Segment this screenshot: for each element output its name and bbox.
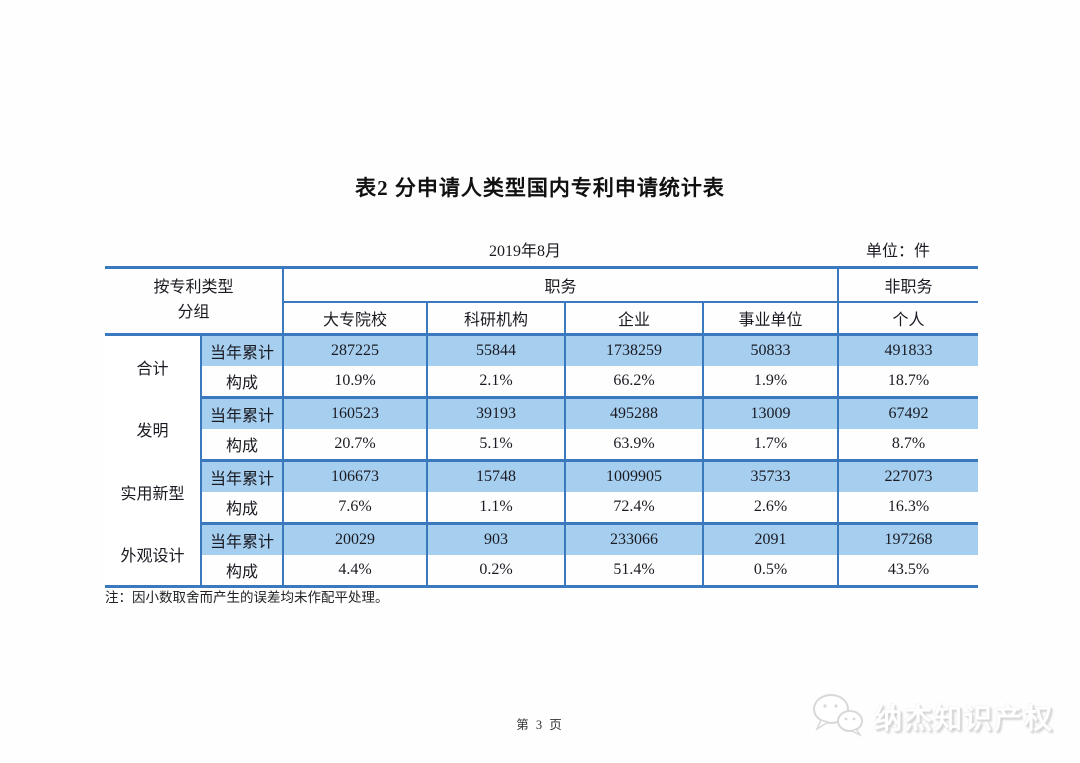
table-row: 构成 7.6% 1.1% 72.4% 2.6% 16.3% xyxy=(105,492,979,525)
cell-value: 227073 xyxy=(838,460,979,492)
table-meta-row: 2019年8月 单位：件 xyxy=(105,237,978,261)
cell-value: 39193 xyxy=(427,397,567,429)
cell-value: 20029 xyxy=(283,523,429,555)
table-row: 构成 4.4% 0.2% 51.4% 0.5% 43.5% xyxy=(105,555,979,588)
cell-value: 2.6% xyxy=(703,492,840,525)
cell-value: 18.7% xyxy=(838,366,979,399)
cell-value: 10.9% xyxy=(283,366,429,399)
row-group-label-invention: 发明 xyxy=(105,397,202,461)
cell-value: 495288 xyxy=(565,397,705,429)
row-metric-label: 构成 xyxy=(201,366,285,399)
cell-value: 903 xyxy=(427,523,567,555)
header-row-group-title: 按专利类型 分组 xyxy=(105,267,285,336)
row-metric-label: 当年累计 xyxy=(201,460,285,492)
cell-value: 51.4% xyxy=(565,555,705,588)
page-title: 表2 分申请人类型国内专利申请统计表 xyxy=(355,176,725,200)
header-non-service-group: 非职务 xyxy=(838,267,979,303)
cell-value: 0.5% xyxy=(703,555,840,588)
table-row: 外观设计 当年累计 20029 903 233066 2091 197268 xyxy=(105,523,979,587)
cell-value: 1.9% xyxy=(703,366,840,399)
cell-value: 1.7% xyxy=(703,429,840,462)
table-row: 构成 20.7% 5.1% 63.9% 1.7% 8.7% xyxy=(105,429,979,462)
row-metric-label: 构成 xyxy=(201,429,285,462)
cell-value: 197268 xyxy=(838,523,979,555)
cell-value: 1.1% xyxy=(427,492,567,525)
cell-value: 66.2% xyxy=(565,366,705,399)
header-row-group-title-line2: 分组 xyxy=(177,304,210,321)
cell-value: 55844 xyxy=(427,334,567,366)
row-metric-label: 构成 xyxy=(201,492,285,525)
cell-value: 287225 xyxy=(283,334,429,366)
row-metric-label: 当年累计 xyxy=(201,397,285,429)
cell-value: 43.5% xyxy=(838,555,979,588)
table-row: 实用新型 当年累计 106673 15748 1009905 35733 227… xyxy=(105,460,979,524)
table-row: 构成 10.9% 2.1% 66.2% 1.9% 18.7% xyxy=(105,366,979,399)
cell-value: 106673 xyxy=(283,460,429,492)
cell-value: 1738259 xyxy=(565,334,705,366)
column-header-colleges: 大专院校 xyxy=(283,302,429,336)
header-row-columns: 大专院校 科研机构 企业 事业单位 个人 xyxy=(105,302,979,336)
footnote: 注：因小数取舍而产生的误差均未作配平处理。 xyxy=(105,590,389,605)
statistics-table-wrapper: 按专利类型 分组 职务 非职务 大专院校 科研机构 企业 事业单位 个人 合 xyxy=(105,266,979,588)
column-header-enterprises: 企业 xyxy=(565,302,705,336)
cell-value: 5.1% xyxy=(427,429,567,462)
cell-value: 233066 xyxy=(565,523,705,555)
cell-value: 4.4% xyxy=(283,555,429,588)
chat-bubbles-icon xyxy=(810,690,866,743)
cell-value: 7.6% xyxy=(283,492,429,525)
column-header-individuals: 个人 xyxy=(838,302,979,336)
cell-value: 50833 xyxy=(703,334,840,366)
cell-value: 63.9% xyxy=(565,429,705,462)
cell-value: 15748 xyxy=(427,460,567,492)
cell-value: 2.1% xyxy=(427,366,567,399)
cell-value: 491833 xyxy=(838,334,979,366)
row-metric-label: 当年累计 xyxy=(201,334,285,366)
cell-value: 20.7% xyxy=(283,429,429,462)
cell-value: 8.7% xyxy=(838,429,979,462)
row-metric-label: 当年累计 xyxy=(201,523,285,555)
period-label: 2019年8月 xyxy=(488,243,561,260)
cell-value: 67492 xyxy=(838,397,979,429)
row-group-label-design: 外观设计 xyxy=(105,523,202,587)
watermark-logo: 纳杰知识产权 xyxy=(810,690,1054,743)
logo-text: 纳杰知识产权 xyxy=(873,702,1054,734)
table-row: 发明 当年累计 160523 39193 495288 13009 67492 xyxy=(105,397,979,461)
header-service-group: 职务 xyxy=(283,267,840,303)
row-metric-label: 构成 xyxy=(201,555,285,588)
statistics-table: 按专利类型 分组 职务 非职务 大专院校 科研机构 企业 事业单位 个人 合 xyxy=(105,266,979,588)
cell-value: 35733 xyxy=(703,460,840,492)
row-group-label-utility-model: 实用新型 xyxy=(105,460,202,524)
header-row-group-title-line1: 按专利类型 xyxy=(153,279,234,297)
page-number: 第 3 页 xyxy=(516,718,564,732)
cell-value: 1009905 xyxy=(565,460,705,492)
cell-value: 16.3% xyxy=(838,492,979,525)
column-header-public-institutions: 事业单位 xyxy=(703,302,840,336)
cell-value: 72.4% xyxy=(565,492,705,525)
cell-value: 160523 xyxy=(283,397,429,429)
cell-value: 13009 xyxy=(703,397,840,429)
cell-value: 0.2% xyxy=(427,555,567,588)
header-row-groups: 按专利类型 分组 职务 非职务 xyxy=(105,267,979,336)
cell-value: 2091 xyxy=(703,523,840,555)
unit-label: 单位：件 xyxy=(865,243,930,260)
row-group-label-total: 合计 xyxy=(105,334,202,398)
table-row: 合计 当年累计 287225 55844 1738259 50833 49183… xyxy=(105,334,979,398)
column-header-research-institutes: 科研机构 xyxy=(427,302,567,336)
